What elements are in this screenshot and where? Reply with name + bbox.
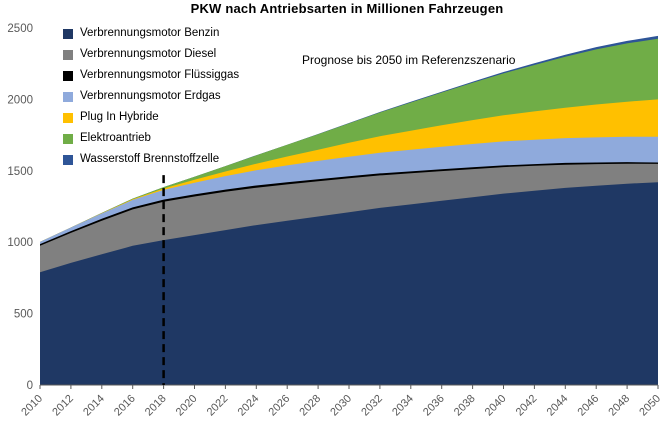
x-axis-label: 2010: [19, 393, 45, 419]
y-axis-label: 0: [27, 380, 33, 392]
legend-item: Elektroantrieb: [63, 132, 239, 145]
legend-label: Verbrennungsmotor Flüssiggas: [80, 69, 240, 81]
x-axis-label: 2026: [267, 393, 293, 419]
y-axis-label: 500: [14, 309, 33, 321]
x-axis-label: 2048: [606, 393, 632, 419]
x-axis-label: 2034: [390, 393, 416, 419]
x-axis-label: 2014: [81, 393, 107, 419]
x-axis-label: 2024: [236, 393, 262, 419]
legend-item: Verbrennungsmotor Benzin: [63, 27, 239, 40]
x-axis-label: 2016: [112, 393, 138, 419]
legend-label: Verbrennungsmotor Benzin: [80, 27, 220, 39]
y-axis-label: 1000: [7, 237, 33, 249]
x-axis-label: 2018: [143, 393, 169, 419]
x-axis-label: 2030: [328, 393, 354, 419]
forecast-annotation: Prognose bis 2050 im Referenzszenario: [302, 53, 516, 67]
legend-label: Plug In Hybride: [80, 111, 159, 123]
legend-item: Wasserstoff Brennstoffzelle: [63, 153, 239, 166]
legend: Verbrennungsmotor Benzin Verbrennungsmoto…: [63, 27, 239, 166]
y-axis-label: 1500: [7, 166, 33, 178]
legend-swatch: [63, 49, 73, 60]
x-axis-label: 2050: [637, 393, 663, 419]
x-axis-label: 2022: [205, 393, 231, 419]
x-axis-label: 2038: [452, 393, 478, 419]
legend-label: Verbrennungsmotor Diesel: [80, 48, 217, 60]
x-axis-label: 2036: [421, 393, 447, 419]
legend-swatch: [63, 133, 73, 144]
y-axis-label: 2000: [7, 94, 33, 106]
y-axis-label: 2500: [7, 23, 33, 35]
legend-item: Verbrennungsmotor Flüssiggas: [63, 69, 239, 82]
legend-swatch: [63, 112, 73, 123]
x-axis-label: 2040: [483, 393, 509, 419]
legend-item: Verbrennungsmotor Erdgas: [63, 90, 239, 103]
legend-item: Plug In Hybride: [63, 111, 239, 124]
legend-label: Wasserstoff Brennstoffzelle: [80, 153, 220, 165]
legend-swatch: [63, 91, 73, 102]
x-axis-label: 2044: [545, 393, 571, 419]
x-axis-label: 2046: [576, 393, 602, 419]
chart-title: PKW nach Antriebsarten in Millionen Fahr…: [190, 1, 504, 16]
x-axis-label: 2012: [50, 393, 76, 419]
x-axis-label: 2020: [174, 393, 200, 419]
legend-label: Verbrennungsmotor Erdgas: [80, 90, 221, 102]
legend-swatch: [63, 70, 73, 81]
legend-swatch: [63, 154, 73, 165]
x-axis-label: 2032: [359, 393, 385, 419]
legend-swatch: [63, 28, 73, 39]
legend-label: Elektroantrieb: [80, 132, 151, 144]
area-series-0: [40, 182, 658, 385]
x-axis-label: 2042: [514, 393, 540, 419]
legend-item: Verbrennungsmotor Diesel: [63, 48, 239, 61]
x-axis-label: 2028: [297, 393, 323, 419]
